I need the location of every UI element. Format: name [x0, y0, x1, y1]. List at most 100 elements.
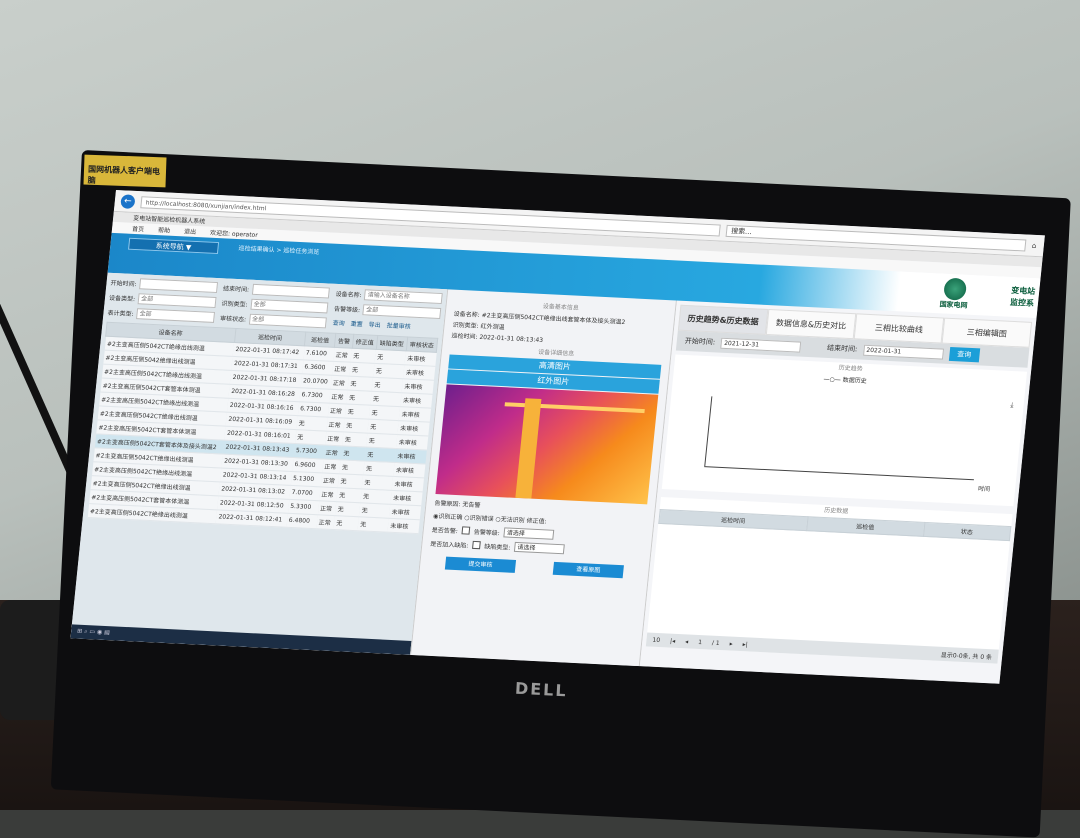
prev-page-button[interactable]: ◂: [684, 637, 689, 645]
table-cell: 无: [357, 516, 390, 533]
next-page-button[interactable]: ▸: [729, 640, 734, 648]
device-type-select[interactable]: 全部: [137, 293, 217, 308]
infrared-image: [435, 384, 659, 505]
fav-logout[interactable]: 退出: [183, 228, 197, 236]
table-cell: 未审核: [400, 392, 433, 409]
breadcrumb: 巡检结果确认 > 巡检任务浏览: [238, 245, 320, 256]
recognition-type-select[interactable]: 全部: [250, 298, 329, 314]
table-cell: 正常: [317, 500, 337, 516]
table-cell: 未审核: [389, 504, 421, 520]
table-cell: 正常: [330, 375, 350, 391]
table-cell: 正常: [320, 472, 340, 488]
last-page-button[interactable]: ▸|: [742, 640, 749, 648]
table-cell: 无: [340, 445, 367, 461]
app-title: 变电站 监控系: [1009, 285, 1036, 308]
table-cell: 无: [368, 405, 401, 421]
start-time-input[interactable]: [139, 278, 218, 294]
table-cell: 无: [358, 502, 391, 519]
tab-three-phase-curve[interactable]: 三相比较曲线: [853, 313, 945, 344]
table-cell: 无: [342, 431, 368, 448]
alarm-level-select[interactable]: 全部: [362, 304, 442, 319]
meter-type-select[interactable]: 全部: [136, 308, 215, 323]
page-size-select[interactable]: 10: [652, 636, 661, 644]
table-cell: 20.0700: [300, 373, 332, 390]
table-cell: 无: [349, 362, 375, 378]
back-icon[interactable]: ←: [120, 193, 136, 209]
table-cell: 无: [370, 391, 402, 407]
table-cell: 无: [364, 447, 397, 463]
column-header: 告警: [334, 333, 354, 349]
query-button[interactable]: 查询: [948, 346, 980, 363]
table-cell: 无: [371, 377, 404, 393]
x-axis: [704, 466, 974, 481]
history-trend-chart: 历史趋势 —○— 数据历史 ⤓ 时间: [661, 354, 1028, 507]
table-cell: 未审核: [391, 476, 424, 492]
view-original-button[interactable]: 查看原图: [552, 561, 624, 579]
download-icon[interactable]: ⤓: [1010, 400, 1015, 410]
first-page-button[interactable]: |◂: [669, 637, 676, 645]
table-cell: 无: [374, 349, 407, 365]
table-cell: 7.0700: [288, 485, 321, 501]
table-cell: 未审核: [403, 364, 435, 381]
system-nav-button[interactable]: 系统导航 ▼: [128, 237, 220, 255]
tab-data-compare[interactable]: 数据信息&历史对比: [765, 309, 857, 340]
history-data-table: 历史数据 巡检时间 巡检值 状态 10 |◂ ◂ 1/ 1 ▸ ▸| 显示0-0条, 共…: [645, 496, 1013, 664]
table-cell: 未审核: [394, 448, 427, 464]
alarm-checkbox[interactable]: [461, 526, 471, 535]
fav-home[interactable]: 首页: [131, 225, 145, 234]
device-name-input[interactable]: 请输入设备名称: [364, 289, 443, 305]
table-cell: 未审核: [393, 462, 425, 478]
table-cell: 正常: [321, 458, 341, 474]
end-date-input[interactable]: 2022-01-31: [862, 344, 944, 360]
table-cell: 无: [363, 460, 395, 477]
col-status: 状态: [922, 522, 1011, 541]
page-summary: 显示0-0条, 共 0 条: [940, 651, 993, 661]
tab-history-trend[interactable]: 历史趋势&历史数据: [677, 304, 769, 335]
column-header: 修正值: [352, 334, 378, 350]
page-input[interactable]: 1: [697, 638, 703, 646]
fav-help[interactable]: 帮助: [157, 227, 171, 235]
defect-type-dropdown[interactable]: 请选择: [513, 541, 565, 555]
table-cell: 正常: [324, 431, 344, 446]
table-cell: 正常: [318, 486, 338, 502]
table-cell: 无: [333, 515, 359, 531]
column-header: 缺陷类型: [375, 335, 408, 351]
defect-checkbox[interactable]: [472, 540, 481, 550]
table-cell: 正常: [327, 403, 347, 418]
col-time: 巡检时间: [658, 509, 808, 531]
table-cell: 正常: [331, 361, 351, 377]
table-cell: 7.6100: [303, 345, 335, 362]
page-total: / 1: [711, 639, 721, 647]
table-cell: 未审核: [396, 434, 428, 450]
table-cell: 无: [336, 487, 362, 503]
table-cell: 未审核: [397, 420, 430, 437]
batch-audit-button[interactable]: 批量审核: [386, 322, 411, 331]
table-cell: 5.3300: [287, 499, 319, 515]
tab-three-phase-chart[interactable]: 三相编辑图: [941, 317, 1033, 348]
table-cell: 未审核: [401, 378, 434, 395]
start-date-input[interactable]: 2021-12-31: [720, 337, 802, 353]
reset-button[interactable]: 重置: [350, 320, 364, 329]
table-cell: 正常: [333, 347, 353, 363]
submit-audit-button[interactable]: 提交审核: [444, 556, 517, 573]
audit-status-select[interactable]: 全部: [248, 313, 328, 329]
alarm-level-dropdown[interactable]: 请选择: [503, 527, 555, 540]
table-cell: 未审核: [387, 518, 420, 534]
y-axis: [704, 396, 713, 467]
table-cell: 正常: [325, 417, 346, 432]
table-cell: 无: [350, 348, 376, 364]
table-cell: 未审核: [390, 490, 423, 506]
home-icon[interactable]: ⌂: [1031, 241, 1037, 250]
table-cell: 2022-01-31 08:12:41: [215, 509, 288, 528]
monitor-brand: DELL: [514, 678, 569, 701]
task-list-panel: 开始时间: 结束时间: 设备名称: 请输入设备名称 设备类型: 全部 识别类型: 全部…: [70, 272, 448, 655]
table-cell: 6.9600: [291, 457, 324, 473]
table-cell: 无: [345, 404, 371, 420]
end-time-input[interactable]: [251, 283, 331, 299]
table-cell: 无: [296, 415, 328, 432]
export-button[interactable]: 导出: [368, 321, 382, 330]
table-cell: 5.1300: [290, 471, 322, 487]
query-button[interactable]: 查询: [332, 319, 346, 328]
table-cell: 无: [339, 459, 365, 475]
table-cell: 6.7300: [298, 387, 331, 404]
